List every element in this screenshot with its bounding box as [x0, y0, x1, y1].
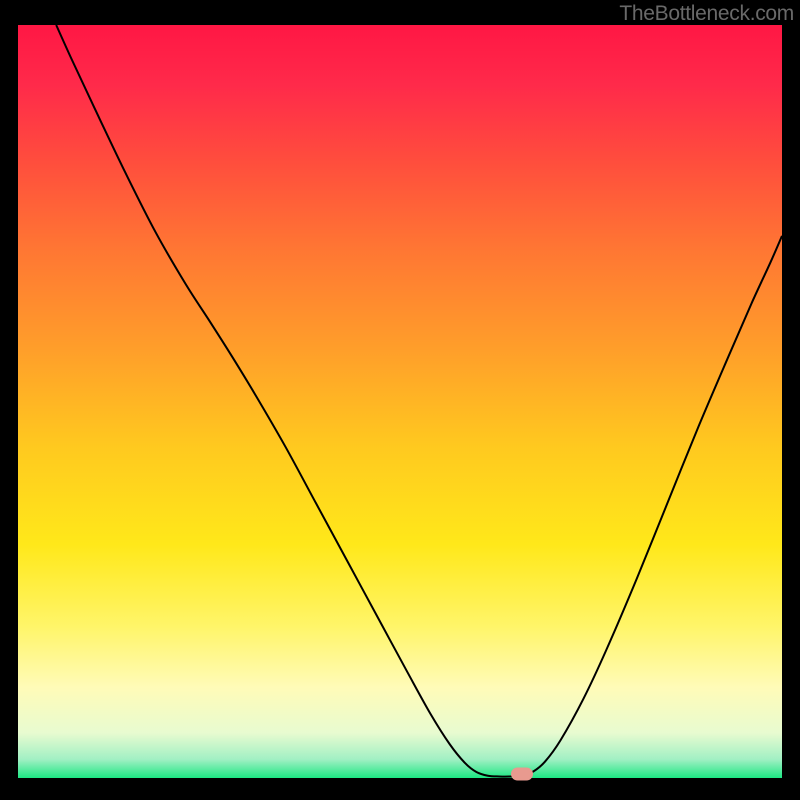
- chart-svg: [18, 25, 782, 778]
- watermark-text: TheBottleneck.com: [619, 2, 794, 26]
- chart-background: [18, 25, 782, 778]
- chart-plot-area: [18, 25, 782, 778]
- optimal-point-marker: [511, 768, 533, 781]
